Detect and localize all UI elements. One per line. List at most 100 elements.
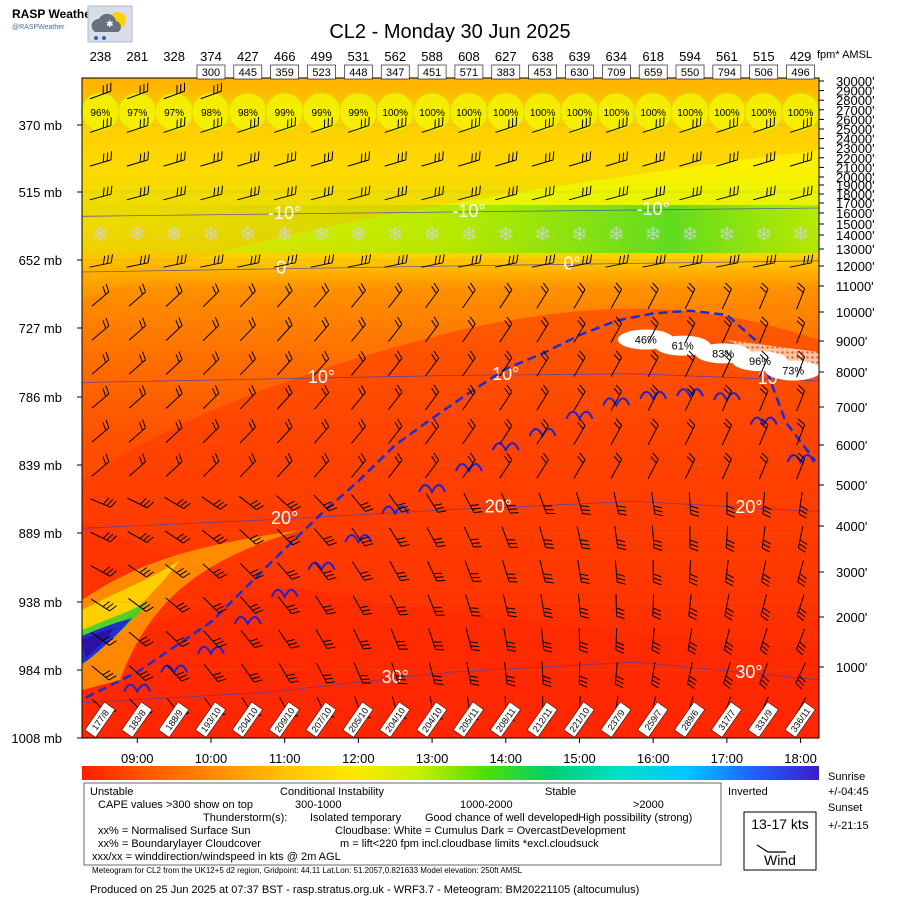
legend-wind-line: xxx/xx = winddirection/windspeed in kts … — [92, 851, 341, 863]
cloudbase-fpm-value: 531 — [348, 49, 370, 64]
sun-percent-value: 100% — [640, 108, 666, 119]
legend-cloudbase-line: Cloudbase: White = Cumulus Dark = Overca… — [335, 825, 625, 837]
sun-percent-value: 99% — [275, 108, 295, 119]
cloudbase-fpm-value: 561 — [716, 49, 738, 64]
time-label: 12:00 — [342, 751, 375, 766]
brand-logo: RASP Weather @RASPWeather ✱ — [12, 6, 132, 42]
cloudbase-fpm-value: 429 — [790, 49, 812, 64]
cape-range-2: 1000-2000 — [460, 799, 513, 811]
cloudbase-fpm-value: 588 — [421, 49, 443, 64]
chart-title: CL2 - Monday 30 Jun 2025 — [329, 21, 570, 43]
snowflake-icon: ❄ — [792, 224, 809, 246]
isotherm-label: -10° — [452, 201, 485, 221]
isotherm-label: 30° — [735, 662, 762, 682]
snowflake-icon: ❄ — [461, 224, 478, 246]
cloudbase-fpm-value: 281 — [126, 49, 148, 64]
sun-percent-value: 100% — [567, 108, 593, 119]
cape-value: 347 — [386, 67, 404, 79]
sun-percent-value: 100% — [604, 108, 630, 119]
cloudbase-fpm-value: 499 — [311, 49, 333, 64]
cloudbase-fpm-value: 594 — [679, 49, 701, 64]
altitude-label: 12000' — [836, 259, 875, 274]
snowflake-icon: ❄ — [682, 224, 699, 246]
cape-value: 571 — [460, 67, 478, 79]
cloudbase-fpm-value: 639 — [569, 49, 591, 64]
cape-value: 448 — [349, 67, 367, 79]
time-label: 10:00 — [195, 751, 228, 766]
cloudbase-fpm-value: 627 — [495, 49, 517, 64]
pressure-label: 889 mb — [19, 526, 62, 541]
cloudbase-fpm-value: 238 — [90, 49, 112, 64]
colorbar-gradient — [82, 766, 819, 780]
sun-percent-value: 98% — [238, 108, 258, 119]
wind-key-label: Wind — [764, 852, 796, 868]
cape-value: 550 — [681, 67, 699, 79]
snowflake-icon: ❄ — [166, 224, 183, 246]
sun-percent-value: 96% — [90, 108, 110, 119]
sun-percent-value: 99% — [348, 108, 368, 119]
sunrise-label: Sunrise — [828, 771, 865, 783]
isotherm-label: -10° — [637, 199, 670, 219]
time-label: 17:00 — [711, 751, 744, 766]
cape-value: 451 — [423, 67, 441, 79]
brand-name: RASP Weather — [12, 7, 96, 21]
top-axis-unit: fpm* AMSL — [817, 49, 872, 61]
cape-value: 659 — [644, 67, 662, 79]
time-label: 18:00 — [784, 751, 817, 766]
cloudbase-fpm-value: 374 — [200, 49, 222, 64]
thunderstorm-label: Thunderstorm(s): — [203, 812, 287, 824]
cape-range-1: 300-1000 — [295, 799, 342, 811]
sun-percent-value: 100% — [382, 108, 408, 119]
altitude-label: 7000' — [836, 400, 867, 415]
pressure-label: 652 mb — [19, 253, 62, 268]
altitude-label: 13000' — [836, 242, 875, 257]
pressure-label: 839 mb — [19, 458, 62, 473]
cloudbase-fpm-value: 638 — [532, 49, 554, 64]
snowflake-icon: ❄ — [92, 224, 109, 246]
cape-value: 453 — [533, 67, 551, 79]
thunderstorm-level-3: High possibility (strong) — [578, 812, 692, 824]
cape-value: 359 — [275, 67, 293, 79]
barb-shaft — [616, 594, 617, 616]
sun-percent-value: 100% — [788, 108, 814, 119]
sun-percent-value: 100% — [419, 108, 445, 119]
snowflake-icon: ❄ — [534, 224, 551, 246]
pressure-label: 786 mb — [19, 390, 62, 405]
snowflake-icon: ❄ — [497, 224, 514, 246]
snowflake-icon: ❄ — [645, 224, 662, 246]
pressure-label: 515 mb — [19, 185, 62, 200]
colorbar-label-stable: Stable — [545, 786, 576, 798]
snowflake-icon: ❄ — [424, 224, 441, 246]
pressure-label: 984 mb — [19, 663, 62, 678]
cloudbase-fpm-value: 427 — [237, 49, 259, 64]
colorbar — [82, 766, 819, 780]
stability-heatmap — [82, 78, 819, 738]
svg-text:✱: ✱ — [106, 19, 114, 29]
isotherm-label: 0° — [276, 258, 293, 278]
pressure-label: 1008 mb — [11, 731, 62, 746]
isotherm-label: 0° — [563, 253, 580, 273]
sun-percent-value: 97% — [164, 108, 184, 119]
sun-times: Sunrise +/-04:45 Sunset +/-21:15 — [828, 771, 869, 832]
sun-percent-value: 100% — [456, 108, 482, 119]
time-label: 11:00 — [269, 751, 301, 766]
sun-percent-value: 100% — [493, 108, 519, 119]
cape-value: 794 — [718, 67, 736, 79]
sun-percent-value: 98% — [201, 108, 221, 119]
legend-blcloud-line: xx% = Boundarylayer Cloudcover — [98, 838, 261, 850]
altitude-label: 6000' — [836, 438, 867, 453]
altitude-label: 4000' — [836, 519, 867, 534]
cape-value: 630 — [570, 67, 588, 79]
snowflake-icon: ❄ — [276, 224, 293, 246]
cape-value: 300 — [202, 67, 220, 79]
cloudbase-fpm-value: 618 — [642, 49, 664, 64]
pressure-label: 727 mb — [19, 321, 62, 336]
thunderstorm-level-1: Isolated temporary — [310, 812, 402, 824]
altitude-label: 11000' — [836, 279, 874, 294]
cape-value: 496 — [791, 67, 809, 79]
snowflake-icon: ❄ — [718, 224, 735, 246]
snowflake-icon: ❄ — [571, 224, 588, 246]
